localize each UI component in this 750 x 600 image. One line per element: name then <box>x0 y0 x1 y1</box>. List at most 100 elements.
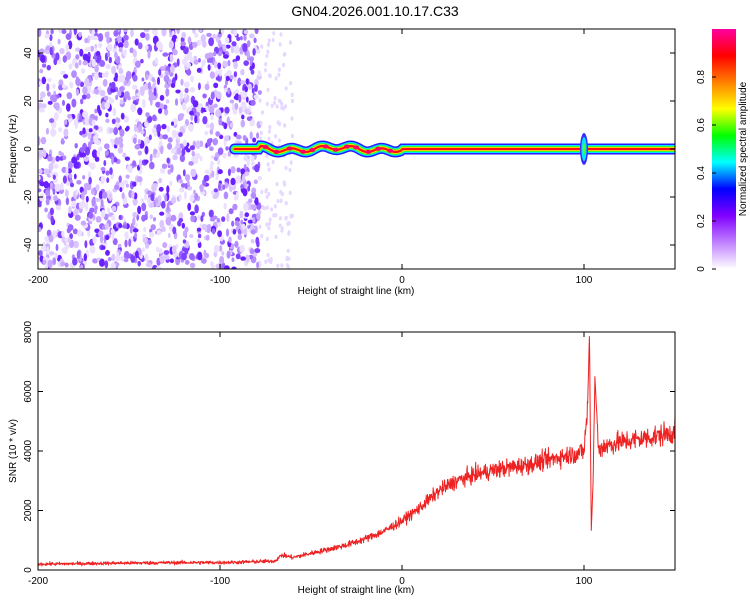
noise-blob <box>140 198 145 204</box>
noise-blob <box>206 32 212 37</box>
noise-blob <box>197 233 202 239</box>
noise-blob <box>145 112 150 118</box>
noise-blob <box>212 194 219 199</box>
noise-blob <box>206 138 212 147</box>
spectrogram-y-tick-label: -20 <box>23 189 34 204</box>
noise-blob <box>39 193 45 202</box>
noise-blob-faint <box>271 37 275 43</box>
noise-blob <box>68 206 72 214</box>
noise-blob <box>241 114 245 120</box>
noise-blob <box>253 179 258 185</box>
noise-blob <box>115 122 120 128</box>
noise-blob <box>124 231 129 240</box>
noise-blob-faint <box>264 259 268 264</box>
noise-blob <box>91 58 96 68</box>
noise-blob <box>63 74 69 79</box>
noise-blob <box>193 59 199 65</box>
noise-blob <box>153 87 157 97</box>
noise-blob <box>243 60 249 66</box>
snr-x-tick-label: 100 <box>576 576 593 587</box>
noise-blob <box>89 29 93 34</box>
noise-blob <box>172 49 178 56</box>
noise-blob <box>135 89 139 94</box>
noise-blob <box>48 251 55 256</box>
noise-blob <box>140 32 146 39</box>
noise-blob <box>230 45 234 54</box>
noise-blob <box>165 99 170 104</box>
noise-blob <box>175 143 181 150</box>
noise-blob-faint <box>283 123 287 128</box>
noise-blob <box>132 49 137 58</box>
noise-blob <box>114 137 120 146</box>
noise-blob <box>231 266 237 269</box>
noise-blob <box>154 57 159 64</box>
noise-blob <box>230 166 236 174</box>
noise-blob-faint <box>260 233 264 239</box>
colorbar-label: Normalized spectral amplitude <box>738 81 749 216</box>
noise-blob <box>119 99 124 105</box>
noise-blob <box>159 211 165 216</box>
snr-x-tick-label: -200 <box>28 576 48 587</box>
noise-blob <box>209 122 215 131</box>
noise-blob <box>149 161 155 170</box>
noise-blob <box>250 161 255 166</box>
noise-blob <box>73 173 77 180</box>
noise-blob <box>159 219 165 229</box>
noise-blob <box>225 75 230 82</box>
noise-blob <box>234 93 240 101</box>
noise-blob <box>95 184 100 191</box>
noise-blob <box>250 229 256 235</box>
noise-blob <box>106 35 110 44</box>
noise-blob <box>117 35 122 43</box>
noise-blob <box>256 213 261 220</box>
noise-blob <box>256 261 260 269</box>
noise-blob <box>185 174 191 182</box>
noise-blob <box>133 123 138 133</box>
noise-blob <box>237 229 242 235</box>
noise-blob <box>180 36 185 43</box>
noise-blob <box>165 88 170 97</box>
noise-blob <box>249 131 253 140</box>
noise-blob <box>75 88 80 96</box>
noise-blob <box>229 75 234 80</box>
noise-blob <box>155 197 159 205</box>
noise-blob <box>227 89 231 95</box>
noise-blob <box>211 263 215 269</box>
noise-blob <box>108 193 113 202</box>
noise-blob <box>105 170 110 176</box>
noise-blob <box>189 253 195 261</box>
noise-blob <box>84 240 88 249</box>
noise-blob <box>213 188 219 193</box>
noise-blob <box>127 96 131 101</box>
snr-series-line <box>38 336 675 567</box>
noise-blob <box>219 245 223 252</box>
noise-blob <box>54 183 61 192</box>
noise-blob <box>38 136 41 146</box>
noise-blob-faint <box>267 129 271 134</box>
noise-blob-faint <box>277 67 281 72</box>
noise-blob-faint <box>284 215 288 221</box>
noise-blob <box>89 162 96 170</box>
noise-blob <box>202 93 207 99</box>
noise-blob <box>101 72 105 78</box>
noise-blob <box>89 207 95 213</box>
noise-blob <box>251 87 255 94</box>
noise-blob <box>166 185 170 194</box>
noise-blob <box>92 35 99 41</box>
noise-blob <box>116 251 119 260</box>
noise-blob <box>138 159 143 168</box>
noise-blob <box>106 43 113 52</box>
noise-blob <box>79 146 85 153</box>
noise-blob <box>241 103 247 111</box>
noise-blob <box>150 224 156 231</box>
noise-blob <box>47 100 53 105</box>
spectrogram-y-tick-label: 20 <box>23 95 34 107</box>
signal-nodule <box>286 146 293 151</box>
noise-blob <box>57 38 61 45</box>
noise-blob <box>83 182 90 189</box>
noise-blob <box>254 164 260 173</box>
noise-blob <box>236 36 241 41</box>
noise-blob <box>44 207 48 213</box>
noise-blob <box>239 210 244 219</box>
